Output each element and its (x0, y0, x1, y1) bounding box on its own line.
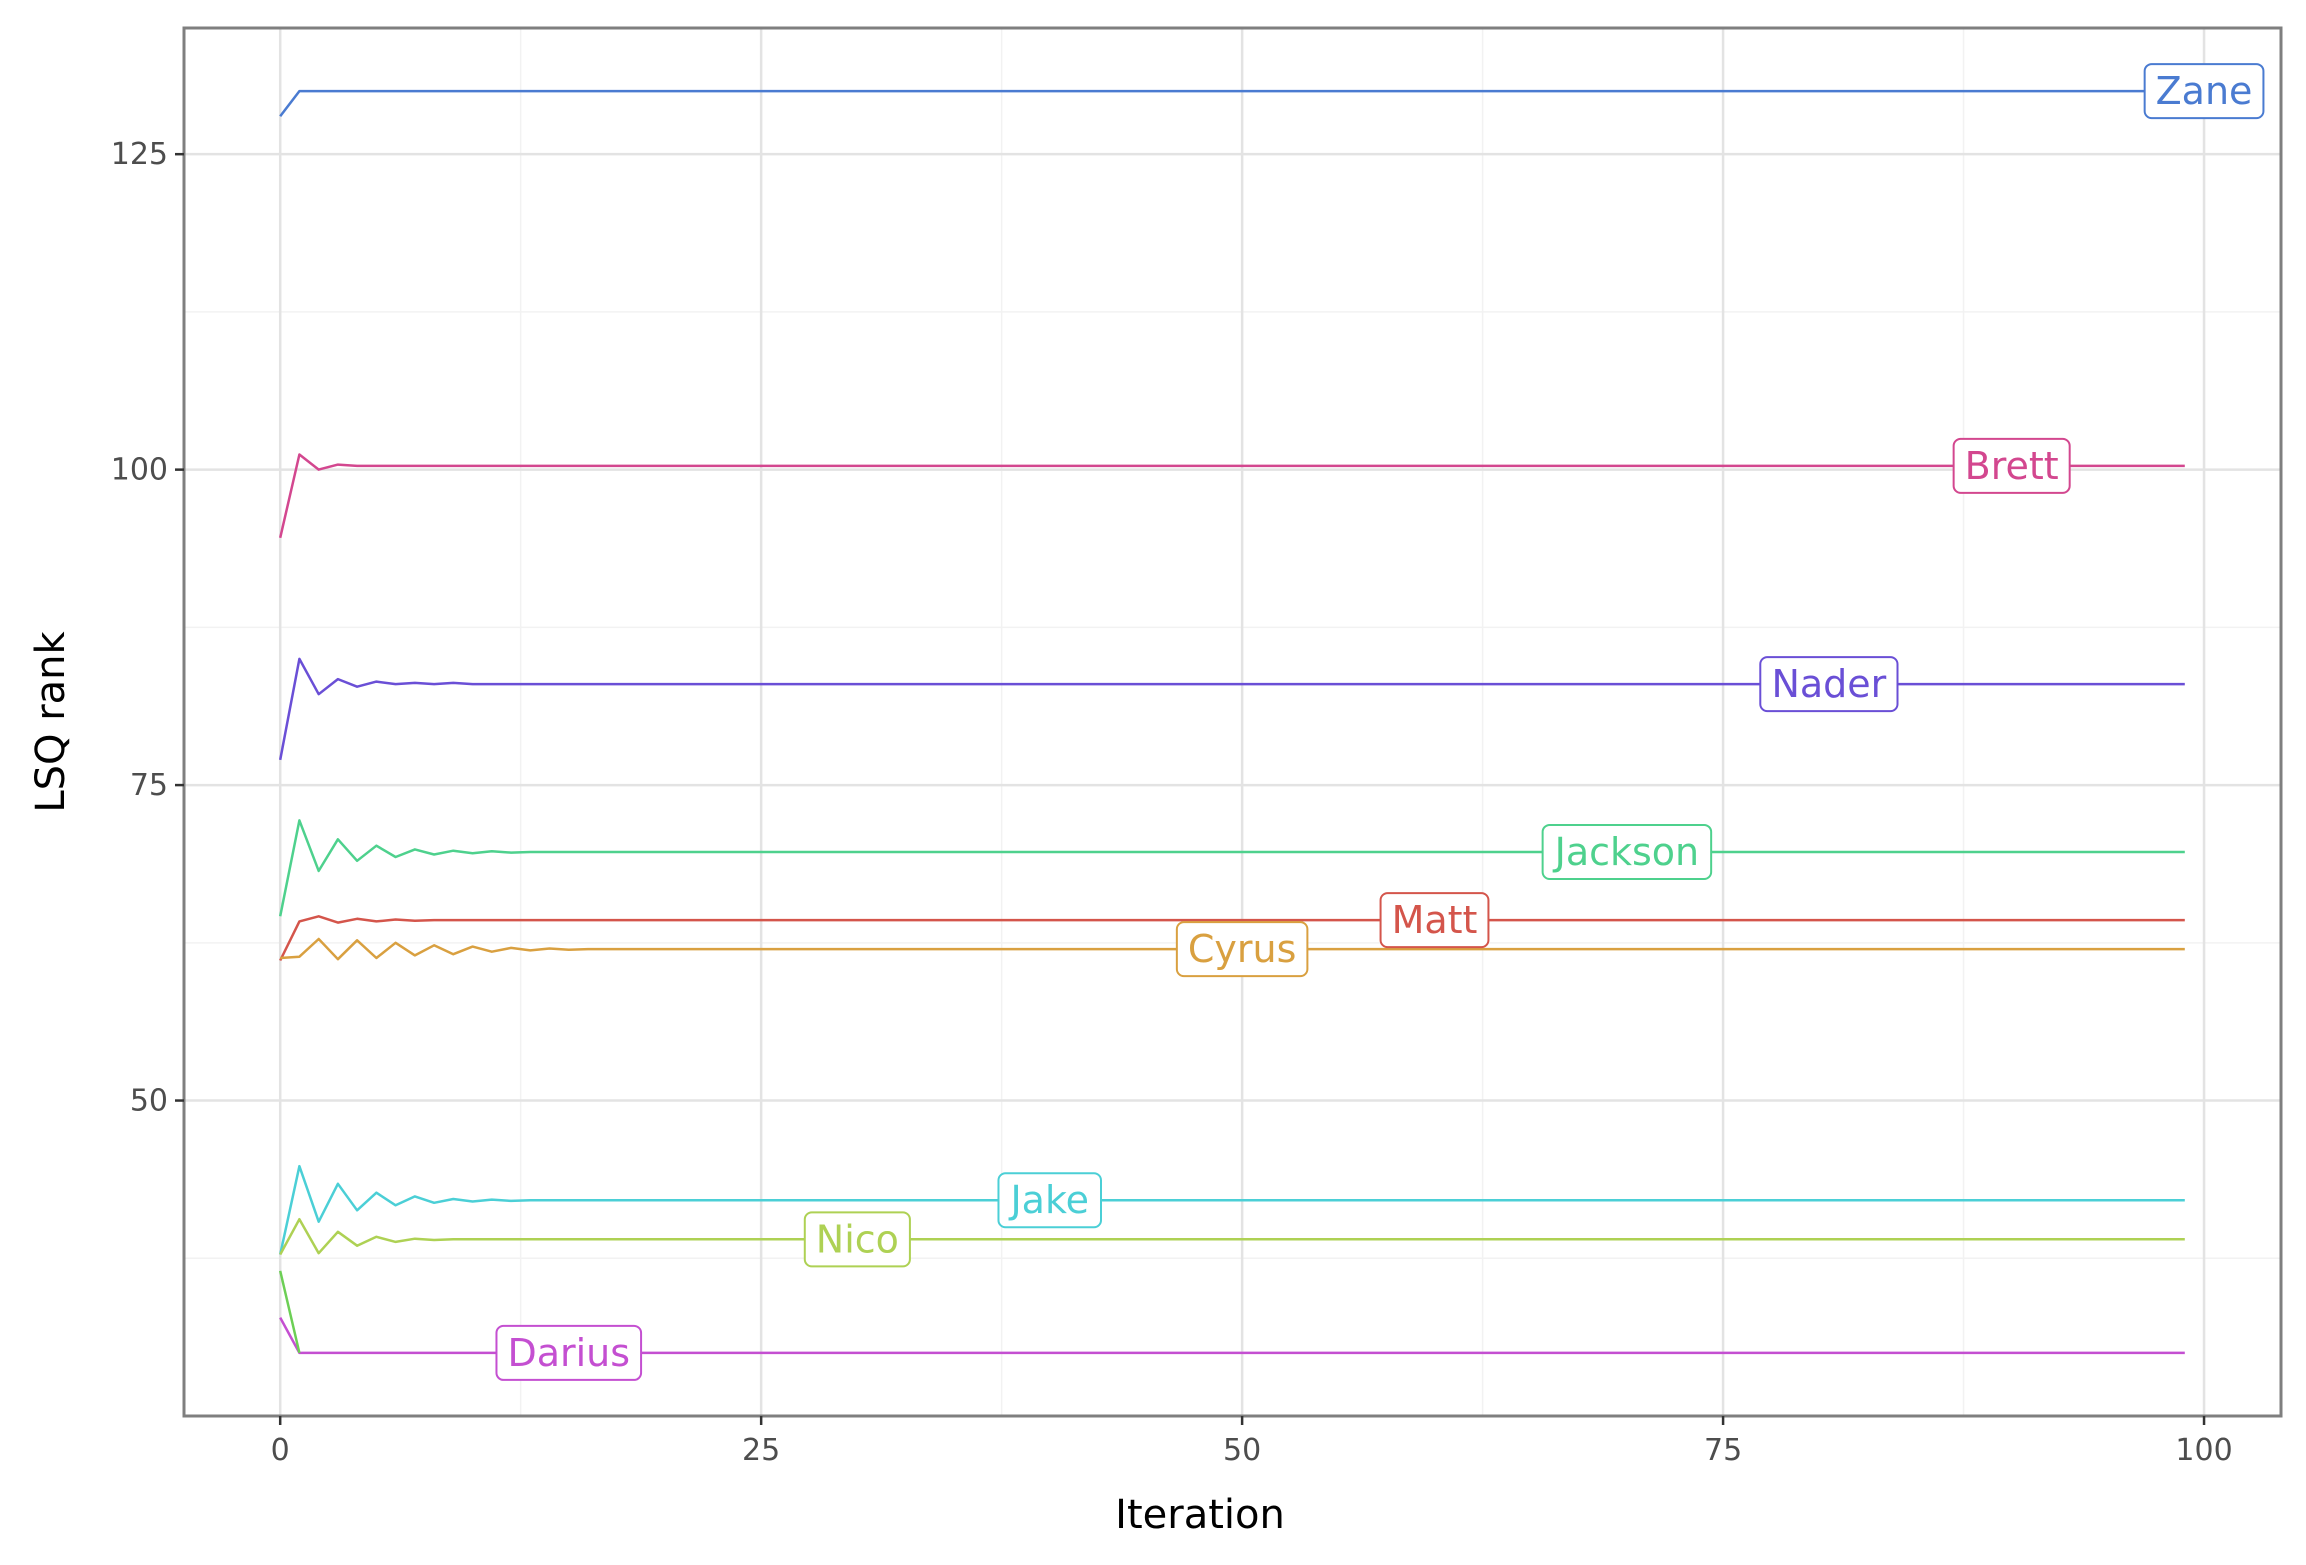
series-label-box (997, 1172, 1102, 1229)
y-tick-label: 100 (111, 453, 168, 488)
series-line (279, 1217, 2185, 1256)
series-label-box (1952, 437, 2071, 494)
x-tick-label: 75 (1704, 1433, 1742, 1468)
series-label-text: Jackson (1553, 830, 1700, 874)
series-label: Zane (2143, 63, 2265, 120)
plot-background (184, 28, 2281, 1416)
x-tick-label: 25 (742, 1433, 780, 1468)
y-axis-title: LSQ rank (28, 630, 74, 812)
series-label: Brett (1952, 437, 2071, 494)
series-label-box (1175, 921, 1309, 978)
series-label: Jake (997, 1172, 1102, 1229)
series-label-text: Brett (1965, 444, 2059, 488)
series-label-box (1379, 892, 1490, 949)
series-label: Jackson (1541, 823, 1713, 880)
series-label-text: Matt (1392, 898, 1478, 942)
series-label-box (1541, 823, 1713, 880)
series-label-box (1759, 656, 1899, 713)
series-label-text: Nico (816, 1217, 899, 1261)
axes: 0 25 50 75 100 50 75 100 125 (111, 137, 2233, 1468)
series-label-box (495, 1324, 643, 1381)
series-line (278, 453, 2185, 539)
series-label-box (2143, 63, 2265, 120)
y-tick-label: 50 (130, 1084, 168, 1119)
x-axis-title: Iteration (1115, 1492, 1285, 1538)
series-lines (278, 89, 2185, 1355)
series-label-text: Cyrus (1188, 927, 1297, 971)
series-label: Darius (495, 1324, 643, 1381)
series-label: Matt (1379, 892, 1490, 949)
series-label-text: Nader (1771, 662, 1886, 706)
x-tick-label: 50 (1223, 1433, 1261, 1468)
series-line (278, 1164, 2185, 1255)
series-line (278, 819, 2185, 917)
x-tick-label: 100 (2175, 1433, 2232, 1468)
plot-border (182, 26, 2283, 1418)
series-label: Nader (1759, 656, 1899, 713)
y-tick-label: 75 (130, 768, 168, 803)
series-label-box (803, 1211, 911, 1268)
x-tick-label: 0 (271, 1433, 290, 1468)
y-tick-label: 125 (111, 137, 168, 172)
series-label-text: Jake (1008, 1178, 1089, 1222)
series-label-text: Darius (507, 1331, 630, 1375)
series-label: Nico (803, 1211, 911, 1268)
series-labels: Zane Brett Nader Jackson Matt Cyrus Jake Nico Da… (495, 63, 2265, 1381)
series-line-segment (278, 1270, 301, 1354)
series-label: Cyrus (1175, 921, 1309, 978)
series-label-text: Zane (2156, 69, 2253, 113)
series-line (279, 915, 2185, 962)
series-line (279, 89, 2185, 118)
